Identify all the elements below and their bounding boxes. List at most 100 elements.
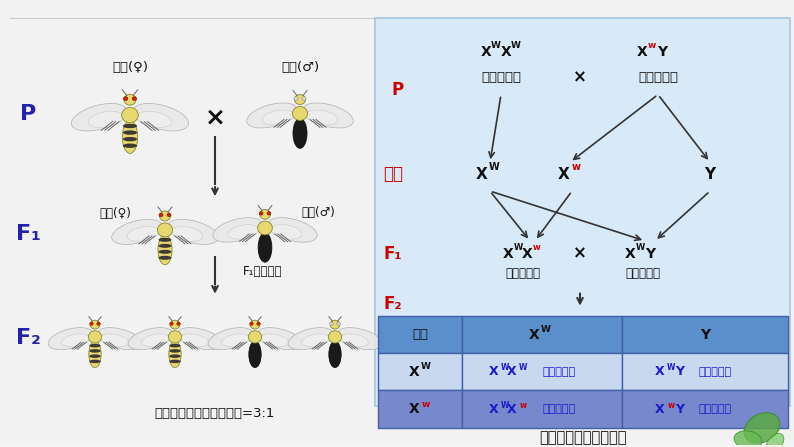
Text: X: X: [558, 167, 570, 181]
Text: 红眼（雌）: 红眼（雌）: [542, 404, 576, 414]
Ellipse shape: [177, 328, 222, 350]
Ellipse shape: [330, 322, 333, 325]
Ellipse shape: [137, 111, 172, 127]
Ellipse shape: [123, 124, 137, 128]
Ellipse shape: [295, 95, 306, 105]
Text: 红眼（雄）: 红眼（雄）: [626, 267, 661, 280]
Ellipse shape: [168, 331, 182, 343]
Text: w: w: [648, 41, 656, 50]
Ellipse shape: [88, 331, 102, 343]
Ellipse shape: [256, 322, 260, 325]
Ellipse shape: [89, 344, 101, 347]
Text: w: w: [533, 243, 541, 252]
Ellipse shape: [249, 341, 261, 367]
Ellipse shape: [88, 111, 123, 127]
Ellipse shape: [294, 97, 298, 100]
Ellipse shape: [288, 328, 333, 350]
Text: W: W: [667, 363, 675, 372]
Ellipse shape: [213, 218, 262, 242]
Text: ×: ×: [573, 245, 587, 263]
Text: W: W: [491, 41, 501, 50]
Text: 红眼（雌）: 红眼（雌）: [506, 267, 541, 280]
Ellipse shape: [89, 360, 101, 363]
Text: X: X: [507, 365, 517, 378]
Text: 红（雌、雄）：白（雄）=3:1: 红（雌、雄）：白（雄）=3:1: [155, 406, 276, 420]
Ellipse shape: [168, 219, 218, 245]
Text: F₂: F₂: [16, 329, 40, 348]
Bar: [378, 353, 462, 390]
Ellipse shape: [89, 341, 101, 367]
Text: W: W: [421, 362, 431, 371]
Ellipse shape: [159, 250, 172, 254]
Ellipse shape: [172, 227, 202, 241]
Ellipse shape: [734, 431, 762, 447]
Text: W: W: [518, 363, 527, 372]
Bar: [462, 316, 622, 353]
Ellipse shape: [302, 334, 330, 347]
Ellipse shape: [159, 238, 172, 242]
Ellipse shape: [169, 344, 181, 347]
Ellipse shape: [247, 103, 297, 128]
Ellipse shape: [169, 354, 181, 358]
Ellipse shape: [159, 256, 172, 260]
Ellipse shape: [208, 328, 252, 350]
Ellipse shape: [133, 103, 189, 131]
Text: W: W: [541, 325, 551, 334]
Bar: [462, 390, 622, 428]
Ellipse shape: [159, 213, 163, 217]
Ellipse shape: [101, 334, 129, 347]
Text: F₁: F₁: [384, 245, 403, 263]
Text: W: W: [511, 41, 521, 50]
Ellipse shape: [258, 233, 272, 262]
Text: X: X: [501, 45, 511, 59]
Text: X: X: [489, 403, 499, 416]
Text: F₂: F₂: [384, 295, 403, 312]
Ellipse shape: [222, 334, 249, 347]
Text: w: w: [668, 401, 674, 409]
Text: W: W: [488, 162, 499, 172]
Text: P: P: [20, 105, 36, 124]
Ellipse shape: [91, 320, 100, 329]
Ellipse shape: [127, 227, 159, 241]
Text: X: X: [625, 247, 635, 261]
Bar: [622, 390, 788, 428]
Text: X: X: [637, 45, 647, 59]
Ellipse shape: [228, 225, 259, 239]
Text: X: X: [522, 247, 532, 261]
Ellipse shape: [71, 103, 127, 131]
Ellipse shape: [121, 107, 138, 123]
Ellipse shape: [90, 322, 93, 325]
Text: W: W: [635, 243, 645, 252]
Ellipse shape: [249, 331, 261, 343]
Text: X: X: [529, 328, 539, 342]
Ellipse shape: [303, 103, 353, 128]
Ellipse shape: [170, 322, 173, 325]
Ellipse shape: [157, 223, 172, 237]
Ellipse shape: [293, 118, 307, 148]
Ellipse shape: [62, 334, 90, 347]
Ellipse shape: [330, 320, 340, 329]
Text: X: X: [489, 365, 499, 378]
Ellipse shape: [337, 328, 382, 350]
Ellipse shape: [260, 210, 271, 219]
Text: W: W: [501, 401, 509, 409]
Text: F₁雌雄交配: F₁雌雄交配: [243, 265, 283, 278]
Text: Y: Y: [657, 45, 667, 59]
Text: W: W: [514, 243, 522, 252]
Text: X: X: [655, 403, 665, 416]
Ellipse shape: [132, 97, 137, 101]
Text: 红眼（雌）: 红眼（雌）: [542, 367, 576, 377]
Ellipse shape: [292, 106, 307, 120]
Ellipse shape: [169, 360, 181, 363]
Text: ×: ×: [205, 105, 225, 130]
Ellipse shape: [271, 225, 302, 239]
Ellipse shape: [329, 331, 341, 343]
Text: 配子: 配子: [383, 165, 403, 183]
Text: 红眼(♀): 红眼(♀): [99, 207, 131, 220]
Text: ×: ×: [573, 69, 587, 87]
Text: w: w: [572, 162, 580, 172]
Text: W: W: [501, 363, 509, 372]
Text: F₁: F₁: [16, 224, 40, 244]
Ellipse shape: [257, 221, 272, 235]
Text: 红眼（雌）: 红眼（雌）: [481, 71, 521, 84]
